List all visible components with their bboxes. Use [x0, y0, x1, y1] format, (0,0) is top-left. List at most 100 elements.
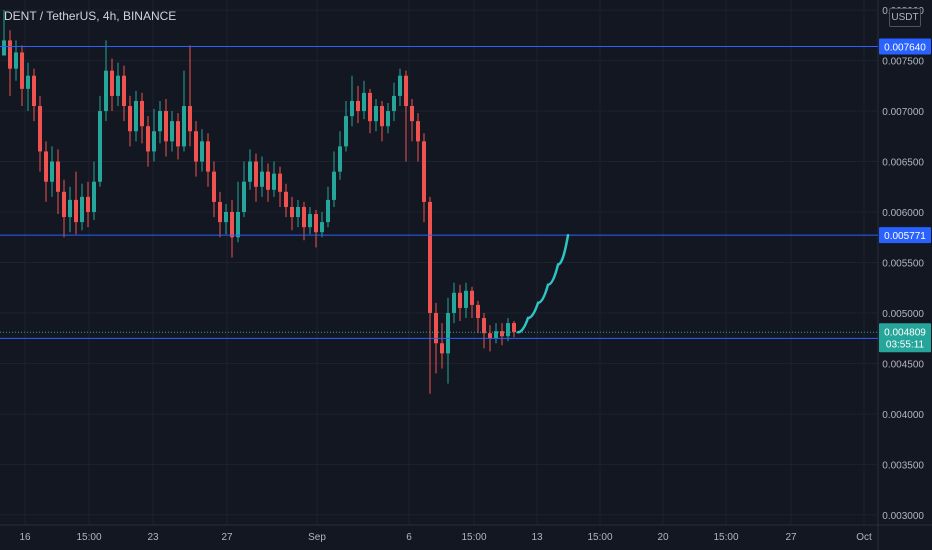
candle-body	[374, 106, 378, 122]
x-tick-label: 15:00	[587, 532, 612, 543]
candle-body	[80, 196, 84, 223]
candle-body	[224, 212, 228, 223]
candle-body	[242, 181, 246, 213]
candle-body	[380, 106, 384, 127]
candle-body	[482, 318, 486, 334]
y-tick-label: 0.007500	[882, 57, 924, 68]
x-tick-label: 20	[657, 532, 669, 543]
level-price-tag	[879, 227, 931, 244]
candle-body	[176, 121, 180, 147]
candle-body	[170, 121, 174, 142]
x-tick-label: 23	[147, 532, 159, 543]
candle-body	[284, 191, 288, 207]
candle-body	[236, 212, 240, 238]
last-price-label: 0.004809	[884, 327, 926, 338]
candle-body	[266, 171, 270, 190]
candle-body	[92, 181, 96, 213]
candle-body	[392, 95, 396, 112]
candle-body	[32, 75, 36, 107]
candle-body	[434, 312, 438, 344]
countdown-label: 03:55:11	[886, 339, 925, 350]
candle-body	[14, 52, 18, 69]
candle-body	[404, 75, 408, 107]
candle-body	[254, 161, 258, 187]
candle-body	[362, 92, 366, 112]
candle-body	[338, 146, 342, 172]
candle-body	[278, 173, 282, 192]
y-tick-label: 0.005500	[882, 259, 924, 270]
candle-body	[506, 323, 510, 337]
y-tick-label: 0.006500	[882, 158, 924, 169]
candle-body	[470, 290, 474, 305]
candle-body	[356, 100, 360, 112]
x-tick-label: 6	[406, 532, 412, 543]
y-tick-label: 0.003500	[882, 460, 924, 471]
candle-body	[152, 131, 156, 152]
candle-body	[248, 161, 252, 182]
candle-body	[422, 141, 426, 202]
candle-body	[464, 290, 468, 308]
y-tick-label: 0.006000	[882, 208, 924, 219]
y-tick-label: 0.004000	[882, 410, 924, 421]
candle-body	[8, 40, 12, 69]
candle-body	[452, 292, 456, 313]
candle-body	[332, 171, 336, 200]
x-tick-label: 27	[785, 532, 797, 543]
candle-body	[350, 100, 354, 117]
x-tick-label: Oct	[856, 532, 872, 543]
candle-body	[104, 70, 108, 112]
y-tick-label: 0.005000	[882, 309, 924, 320]
x-tick-label: 15:00	[76, 532, 101, 543]
candle-body	[428, 201, 432, 313]
candle-body	[386, 111, 390, 127]
candle-body	[2, 40, 6, 56]
candle-body	[398, 75, 402, 96]
candle-body	[68, 199, 72, 218]
candle-body	[86, 196, 90, 213]
projection-curve	[516, 233, 570, 334]
candle-body	[98, 111, 102, 182]
level-price-label: 0.007640	[884, 42, 926, 53]
candle-body	[488, 333, 492, 339]
candle-body	[140, 100, 144, 127]
candle-body	[296, 206, 300, 218]
candle-body	[344, 116, 348, 147]
candle-body	[50, 161, 54, 182]
level-price-label: 0.005771	[884, 231, 926, 242]
y-tick-label: 0.007000	[882, 107, 924, 118]
candle-body	[494, 331, 498, 339]
candle-body	[146, 126, 150, 152]
candle-body	[308, 214, 312, 228]
level-price-tag	[879, 38, 931, 55]
x-tick-label: 16	[19, 532, 31, 543]
candle-body	[416, 121, 420, 142]
last-price-tag	[879, 323, 931, 353]
y-tick-label: 0.004500	[882, 359, 924, 370]
y-tick-label: 0.003000	[882, 511, 924, 522]
candle-body	[212, 171, 216, 202]
candle-body	[302, 206, 306, 228]
candle-body	[164, 111, 168, 142]
currency-unit-badge[interactable]: USDT	[889, 8, 921, 27]
candle-body	[314, 214, 318, 233]
candle-body	[326, 199, 330, 223]
x-tick-label: Sep	[308, 532, 326, 543]
candle-body	[62, 191, 66, 218]
x-tick-label: 13	[531, 532, 543, 543]
candle-body	[110, 70, 114, 96]
candle-body	[260, 171, 264, 187]
candle-body	[218, 201, 222, 223]
x-tick-label: 15:00	[713, 532, 738, 543]
candle-body	[188, 106, 192, 132]
candle-body	[38, 106, 42, 152]
candle-body	[410, 106, 414, 122]
candle-body	[230, 212, 234, 238]
candle-body	[116, 75, 120, 96]
candle-body	[272, 173, 276, 190]
x-tick-label: 15:00	[461, 532, 486, 543]
candle-body	[194, 131, 198, 162]
candle-body	[20, 52, 24, 89]
candle-body	[122, 75, 126, 107]
